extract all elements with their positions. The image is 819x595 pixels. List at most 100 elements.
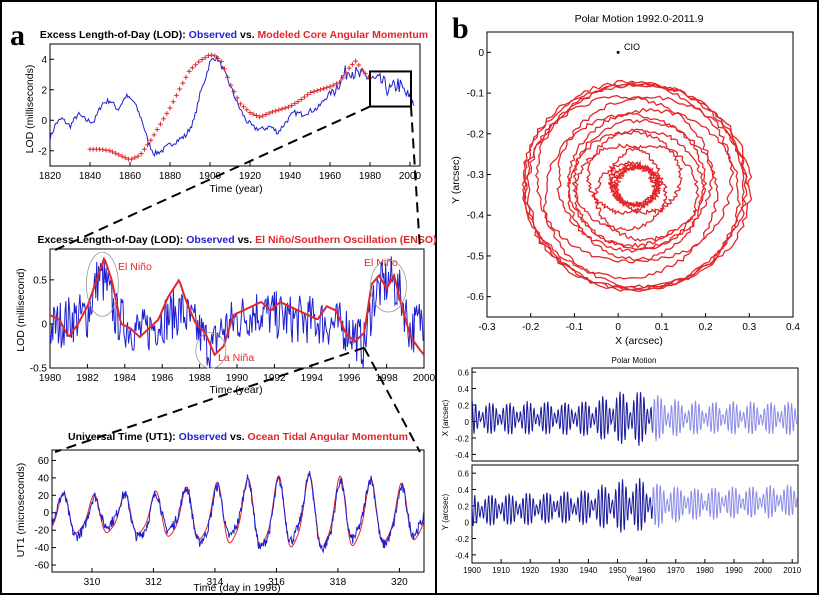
model-marker [279,106,285,112]
model-marker [295,99,301,105]
plot-area [50,52,415,162]
y-tick-label: -0.2 [455,535,469,544]
y-axis-label-x: X (arcsec) [441,399,450,436]
series-early [472,391,654,446]
model-marker [334,81,339,87]
model-marker [145,142,150,148]
model-marker [142,146,147,152]
chart-lod-core: Excess Length-of-Day (LOD): Observed vs.… [24,29,428,195]
annotation-la-nina: La Niña [218,352,254,364]
model-marker [362,71,368,76]
model-marker [270,109,275,115]
x-tick-label: 1900 [199,171,222,182]
connector-right-2 [363,347,421,453]
x-tick-label: 2000 [754,566,772,575]
model-marker [276,107,282,113]
title-part: Excess Length-of-Day (LOD): [37,234,186,246]
x-tick-label: -0.3 [478,322,496,333]
y-tick-label: 0.6 [458,369,470,378]
title-part: Excess Length-of-Day (LOD): [40,29,189,41]
plot-area [472,478,798,533]
model-marker [247,110,253,116]
model-marker [170,99,176,105]
x-tick-label: 1940 [580,566,598,575]
model-marker [241,104,246,110]
model-marker [330,82,336,88]
x-tick-label: 1998 [375,373,398,384]
title-observed: Observed [179,431,227,443]
x-tick-label: 1984 [114,373,137,384]
x-tick-label: 1980 [39,373,62,384]
x-tick-label: 1820 [39,171,62,182]
y-tick-label: 0.6 [458,470,470,479]
x-axis-label: Time (year) [209,183,262,195]
y-tick-label: -0.6 [467,292,485,303]
x-tick-label: 1990 [725,566,743,575]
model-marker [122,155,128,161]
model-marker [190,65,195,71]
model-marker [106,148,112,154]
x-tick-label: 1920 [239,171,262,182]
model-marker [311,89,317,94]
model-marker [135,153,141,159]
model-marker [193,62,198,68]
model-marker [250,111,256,117]
y-axis-label-y: Y (arcsec) [441,494,450,531]
observed-line [50,54,415,158]
y-tick-label: 60 [38,456,50,467]
model-marker [324,85,330,91]
x-tick-label: 2010 [783,566,801,575]
y-tick-label: 0 [41,319,47,330]
model-marker [337,79,342,85]
y-tick-label: -0.2 [467,129,485,140]
x-tick-label: 1950 [609,566,627,575]
x-tick-label: 2000 [399,171,422,182]
x-tick-label: 314 [207,577,224,588]
highlight-el-nino-2 [370,259,407,313]
y-axis-label: Y (arcsec) [450,156,462,204]
model-marker [113,150,118,156]
model-marker [231,89,237,94]
model-marker [257,114,262,120]
title-model: El Niño/Southern Oscillation (ENSO) [255,234,436,246]
model-marker [350,62,355,67]
x-tick-label: 316 [268,577,285,588]
y-tick-label: -40 [35,543,50,554]
x-tick-label: 1840 [79,171,102,182]
plot-frame [51,449,425,573]
x-tick-label: 0.1 [655,322,669,333]
model-marker [151,132,157,138]
plot-frame [49,43,421,167]
model-marker [110,149,115,155]
model-marker [218,59,224,64]
panel-label-b: b [452,12,469,45]
model-marker [273,108,278,114]
zoom-box [369,70,412,108]
observed-line [52,471,424,554]
model-marker [180,80,186,86]
y-tick-label: 0.2 [458,502,470,511]
title-model: Ocean Tidal Angular Momentum [248,431,408,443]
zoom-connectors [54,105,421,453]
model-marker [177,86,182,92]
model-marker [215,55,221,61]
x-tick-label: 1988 [188,373,211,384]
y-tick-label: -0.4 [455,551,469,560]
model-marker [314,88,320,94]
y-tick-label: 0.4 [458,385,470,394]
y-tick-label: -60 [35,561,50,572]
title-part: Universal Time (UT1): [68,431,179,443]
x-tick-label: 1970 [667,566,685,575]
model-marker [138,151,144,157]
chart-title: Excess Length-of-Day (LOD): Observed vs.… [37,234,436,246]
model-marker [164,111,170,116]
y-tick-label: 0 [478,48,484,59]
chart-lod-enso: Excess Length-of-Day (LOD): Observed vs.… [15,234,437,396]
y-tick-label: 4 [41,55,47,66]
y-tick-label: 0 [465,418,470,427]
connector-right [410,106,421,251]
y-tick-label: -0.1 [467,89,485,100]
model-marker [174,92,179,98]
x-axis-label: Year [626,574,643,583]
